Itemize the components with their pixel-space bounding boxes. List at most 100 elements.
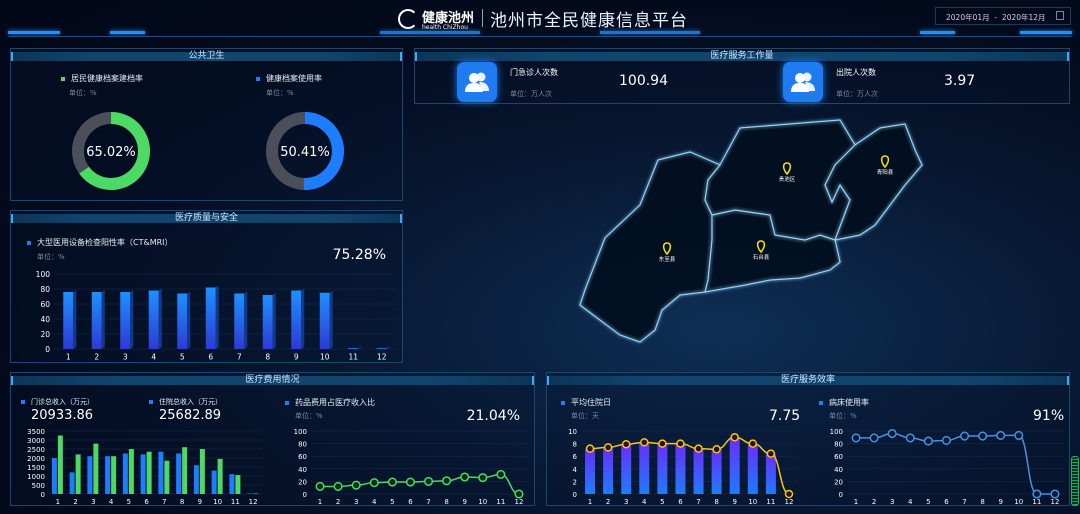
x-tick-label: 4 xyxy=(908,498,913,506)
data-point xyxy=(712,445,721,454)
x-tick-label: 9 xyxy=(462,498,466,506)
series-line xyxy=(320,473,520,495)
bar xyxy=(291,290,302,349)
x-tick-label: 3 xyxy=(91,498,95,506)
y-tick-label: 40 xyxy=(834,466,843,474)
data-point xyxy=(405,477,416,487)
metric-unit: 单位：% xyxy=(69,89,97,97)
bar xyxy=(585,448,596,494)
scrollbar[interactable] xyxy=(1071,456,1079,506)
metric-label: 门诊总收入（万元） xyxy=(21,397,94,407)
bar-side xyxy=(73,290,77,349)
x-tick-label: 5 xyxy=(127,498,131,506)
map-label-shitai[interactable]: 石台县 xyxy=(753,253,770,261)
bar xyxy=(603,447,614,494)
x-tick-label: 12 xyxy=(1050,498,1059,506)
x-tick-label: 2 xyxy=(336,498,340,506)
metric-unit: 单位：% xyxy=(295,412,323,420)
x-tick-label: 10 xyxy=(320,353,330,362)
data-point xyxy=(748,439,758,448)
x-tick-label: 2 xyxy=(94,353,99,362)
y-tick-label: 0 xyxy=(573,491,577,499)
panel-public-health: 公共卫生 居民健康档案建档率 单位：% 健康档案使用率 单位：% 65.02% … xyxy=(10,48,403,201)
bar xyxy=(128,449,134,494)
x-tick-label: 8 xyxy=(444,498,448,506)
x-tick-label: 7 xyxy=(237,353,242,362)
x-tick-label: 7 xyxy=(426,498,430,506)
x-tick-label: 8 xyxy=(980,498,984,506)
y-tick-label: 40 xyxy=(40,315,50,324)
y-tick-label: 60 xyxy=(40,300,50,309)
bar xyxy=(657,443,668,494)
header-decoration xyxy=(380,31,480,34)
x-tick-label: 11 xyxy=(1032,498,1041,506)
bar xyxy=(140,454,146,494)
metric-value: 25682.89 xyxy=(159,408,222,423)
y-tick-label: 20 xyxy=(40,330,50,339)
panel-title: 医疗费用情况 xyxy=(11,376,534,385)
bar xyxy=(253,493,259,494)
metric-label: 住院总收入（万元） xyxy=(149,397,222,407)
x-tick-label: 1 xyxy=(318,498,322,506)
data-point xyxy=(730,433,739,442)
y-tick-label: 40 xyxy=(298,466,307,474)
logo: 健康池州 health ChiZhou xyxy=(398,7,474,31)
header-decoration xyxy=(600,31,700,34)
map-label-guichi[interactable]: 贵池区 xyxy=(779,175,796,183)
x-tick-label: 6 xyxy=(208,353,213,362)
donut-value: 50.41% xyxy=(280,145,330,160)
logo-mark-icon xyxy=(398,9,418,29)
data-point xyxy=(676,439,685,448)
metric-label: 病床使用率 xyxy=(819,397,869,408)
x-tick-label: 2 xyxy=(606,498,610,506)
map-label-qingyang[interactable]: 青阳县 xyxy=(877,168,894,176)
data-point xyxy=(640,438,649,447)
data-point xyxy=(460,472,470,482)
data-point xyxy=(478,473,488,483)
calendar-icon[interactable] xyxy=(1056,11,1064,20)
header-decoration xyxy=(920,31,955,34)
x-tick-label: 11 xyxy=(348,353,358,362)
x-tick-label: 5 xyxy=(660,498,664,506)
users-icon xyxy=(783,62,823,102)
y-tick-label: 80 xyxy=(834,441,843,449)
metric-value: 91% xyxy=(1033,408,1065,424)
page-title: 池州市全民健康信息平台 xyxy=(490,11,688,31)
bar xyxy=(91,292,102,349)
logo-subtext: health ChiZhou xyxy=(422,24,468,31)
bar xyxy=(348,348,359,349)
donut-fill xyxy=(72,112,150,190)
bar xyxy=(217,458,223,494)
data-point xyxy=(978,431,988,441)
metric-value: 75.28% xyxy=(332,247,386,263)
series-line xyxy=(856,432,1055,495)
donut-value: 65.02% xyxy=(86,145,136,160)
data-point xyxy=(887,428,897,439)
metric-unit: 单位：% xyxy=(37,253,65,261)
data-point xyxy=(784,489,794,499)
bar xyxy=(747,443,758,494)
bar xyxy=(177,293,188,349)
data-point xyxy=(851,433,861,443)
map-pin-icon xyxy=(756,240,766,254)
panel-title: 公共卫生 xyxy=(11,52,402,61)
bar-side xyxy=(386,346,390,349)
bar-side xyxy=(130,290,134,349)
y-tick-label: 100 xyxy=(294,428,307,436)
bar xyxy=(63,292,74,349)
bar-side xyxy=(329,290,333,349)
metric-value: 21.04% xyxy=(466,408,520,424)
map-label-dongzhi[interactable]: 东至县 xyxy=(659,255,676,263)
bar-side xyxy=(272,293,276,349)
x-tick-label: 12 xyxy=(514,498,523,506)
metric-label: 大型医用设备检查阳性率（CT&MRI） xyxy=(27,237,173,248)
donut-fill xyxy=(266,112,344,190)
x-tick-label: 3 xyxy=(624,498,628,506)
data-point xyxy=(333,481,343,491)
chizhou-map: 贵池区 青阳县 东至县 石台县 xyxy=(579,119,923,343)
date-range-picker[interactable]: 2020年01月 - 2020年12月 xyxy=(935,7,1071,25)
data-point xyxy=(905,433,915,443)
metric-unit: 单位：% xyxy=(266,89,294,97)
